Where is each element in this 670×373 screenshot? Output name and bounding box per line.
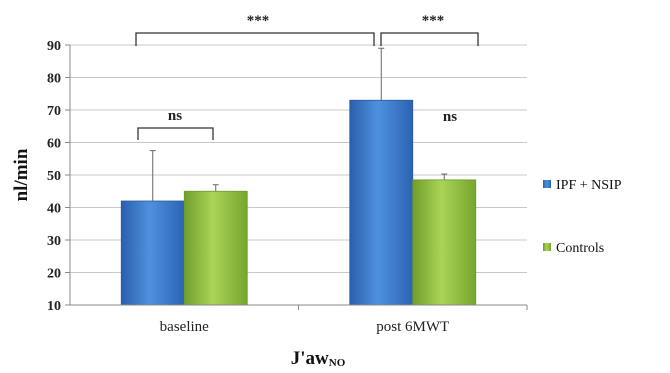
x-tick-label: baseline: [160, 319, 209, 335]
y-tick-label: 90: [47, 39, 61, 54]
legend-label-ipf-nsip: IPF + NSIP: [556, 178, 622, 193]
annotation-sig-across: ***: [247, 13, 270, 29]
bracket-baseline: [137, 127, 214, 140]
bar-controls-post-6mwt: [412, 179, 477, 306]
bracket-post: [380, 32, 479, 46]
legend-label-controls: Controls: [556, 241, 604, 256]
y-tick-label: 30: [47, 234, 61, 249]
bar-controls-baseline: [183, 190, 248, 306]
y-axis-label: nl/min: [11, 148, 32, 201]
x-axis-label-main: J'aw: [291, 348, 329, 369]
y-tick-label: 60: [47, 137, 61, 152]
axes: 10 20 30 40 50 60 70 80 90 baseline post 6MWT: [47, 39, 528, 335]
bracket-across: [135, 32, 375, 46]
x-tick-label: post 6MWT: [376, 319, 449, 335]
y-tick-label: 40: [47, 202, 61, 217]
bar-ipf-nsip-baseline: [120, 200, 185, 306]
y-tick-label: 70: [47, 104, 61, 119]
bar-ipf-nsip-post-6mwt: [349, 99, 414, 306]
y-tick-label: 50: [47, 169, 61, 184]
error-bars: [149, 47, 448, 201]
legend: IPF + NSIP Controls: [543, 178, 622, 256]
bars: [120, 99, 477, 306]
annotation-ns-baseline: ns: [168, 108, 182, 124]
annotation-sig-post: ***: [422, 13, 445, 29]
legend-swatch-controls: [543, 243, 551, 251]
legend-swatch-ipf-nsip: [543, 180, 551, 188]
x-axis-label: J'awNO: [291, 348, 346, 369]
y-tick-label: 80: [47, 72, 61, 87]
y-tick-label: 10: [47, 299, 61, 314]
y-tick-label: 20: [47, 267, 61, 282]
x-axis-label-subscript: NO: [329, 357, 346, 369]
annotation-ns-post: ns: [443, 109, 457, 125]
